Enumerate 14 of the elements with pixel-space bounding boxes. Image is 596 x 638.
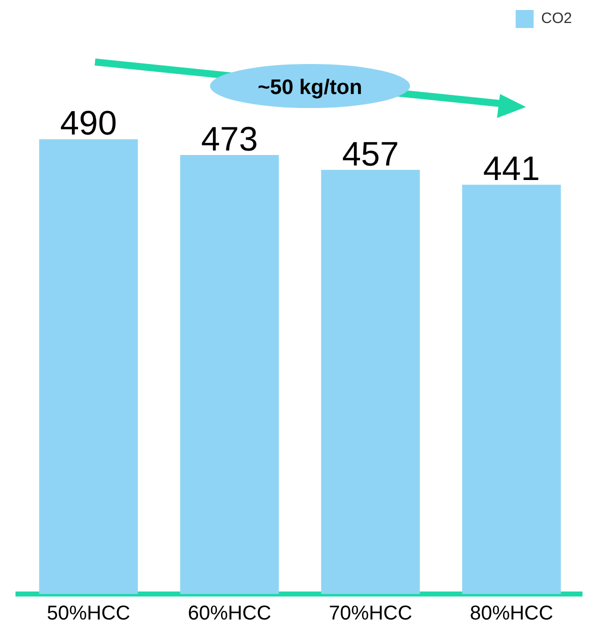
x-tick-label: 50%HCC [46, 602, 130, 625]
x-tick-label: 60%HCC [188, 602, 272, 625]
text: ~50 kg/ton [258, 76, 362, 99]
bar [321, 170, 420, 594]
data-label: 473 [201, 120, 258, 158]
x-tick-label: 70%HCC [328, 602, 412, 625]
bar [462, 184, 561, 594]
legend-label: CO2 [541, 10, 572, 28]
x-tick-label: 80%HCC [470, 602, 554, 625]
data-label: 457 [342, 135, 399, 174]
data-label: 441 [483, 150, 540, 188]
bar [39, 139, 138, 594]
data-label: 490 [60, 104, 117, 143]
bar [180, 155, 279, 594]
